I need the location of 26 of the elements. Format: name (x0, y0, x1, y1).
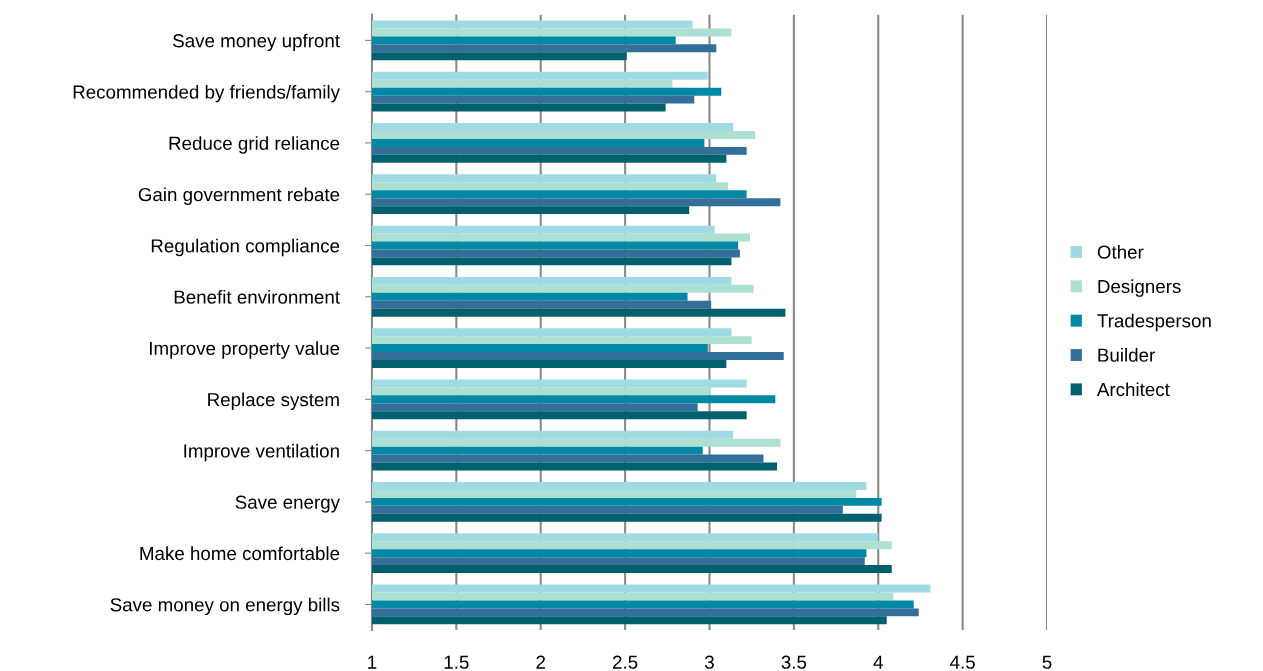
x-tick-label: 2 (536, 655, 545, 669)
y-tick-label: Save money on energy bills (110, 597, 340, 616)
y-tick-label: Reduce grid reliance (169, 136, 340, 154)
x-tick-label: 4.5 (950, 655, 975, 669)
legend-label: Builder (1098, 348, 1155, 362)
y-tick-label: Gain government rebate (138, 187, 340, 205)
x-tick-label: 1.5 (444, 655, 469, 669)
y-tick-label: Save money upfront (173, 33, 340, 52)
y-tick-label: Make home comfortable (140, 546, 340, 561)
y-tick-label: Recommended by friends/family (73, 84, 340, 103)
x-tick-label: 2.5 (613, 655, 638, 669)
x-tick-label: 3 (704, 655, 714, 669)
legend-label: Architect (1096, 382, 1170, 397)
x-tick-label: 4 (873, 655, 883, 669)
y-tick-label: Replace system (208, 392, 339, 411)
y-tick-label: Benefit environment (174, 289, 340, 304)
legend-label: Tradesperson (1097, 313, 1211, 332)
legend-label: Designers (1098, 279, 1181, 297)
y-tick-label: Improve ventilation (184, 443, 339, 462)
x-tick-label: 3.5 (781, 655, 807, 669)
y-tick-label: Regulation compliance (151, 238, 340, 257)
x-tick-label: 1 (368, 655, 377, 669)
y-tick-label: Improve property value (150, 341, 340, 359)
x-tick-label: 5 (1042, 655, 1052, 669)
legend-label: Other (1097, 244, 1144, 259)
y-tick-label: Save energy (235, 495, 340, 513)
